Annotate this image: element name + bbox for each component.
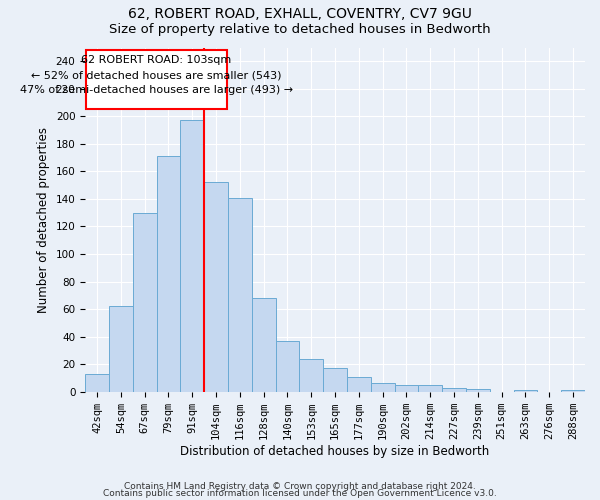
Bar (347, 376, 371, 392)
Bar (181, 120, 204, 392)
Text: Size of property relative to detached houses in Bedworth: Size of property relative to detached ho… (109, 22, 491, 36)
X-axis label: Distribution of detached houses by size in Bedworth: Distribution of detached houses by size … (181, 444, 490, 458)
Bar (133, 212, 157, 392)
Bar (299, 358, 323, 392)
Text: Contains public sector information licensed under the Open Government Licence v3: Contains public sector information licen… (103, 490, 497, 498)
Bar (514, 390, 538, 392)
Text: ← 52% of detached houses are smaller (543): ← 52% of detached houses are smaller (54… (31, 70, 282, 80)
Bar (371, 384, 395, 392)
Bar (109, 306, 133, 392)
Bar (228, 198, 252, 392)
Bar (275, 341, 299, 392)
Bar (442, 388, 466, 392)
Bar (395, 385, 418, 392)
Text: Contains HM Land Registry data © Crown copyright and database right 2024.: Contains HM Land Registry data © Crown c… (124, 482, 476, 491)
Y-axis label: Number of detached properties: Number of detached properties (37, 126, 50, 312)
Text: 62 ROBERT ROAD: 103sqm: 62 ROBERT ROAD: 103sqm (82, 55, 232, 65)
Bar (157, 156, 181, 392)
FancyBboxPatch shape (86, 50, 227, 110)
Bar (466, 389, 490, 392)
Bar (204, 182, 228, 392)
Bar (252, 298, 275, 392)
Bar (323, 368, 347, 392)
Text: 47% of semi-detached houses are larger (493) →: 47% of semi-detached houses are larger (… (20, 85, 293, 95)
Bar (85, 374, 109, 392)
Bar (561, 390, 585, 392)
Text: 62, ROBERT ROAD, EXHALL, COVENTRY, CV7 9GU: 62, ROBERT ROAD, EXHALL, COVENTRY, CV7 9… (128, 8, 472, 22)
Bar (418, 385, 442, 392)
